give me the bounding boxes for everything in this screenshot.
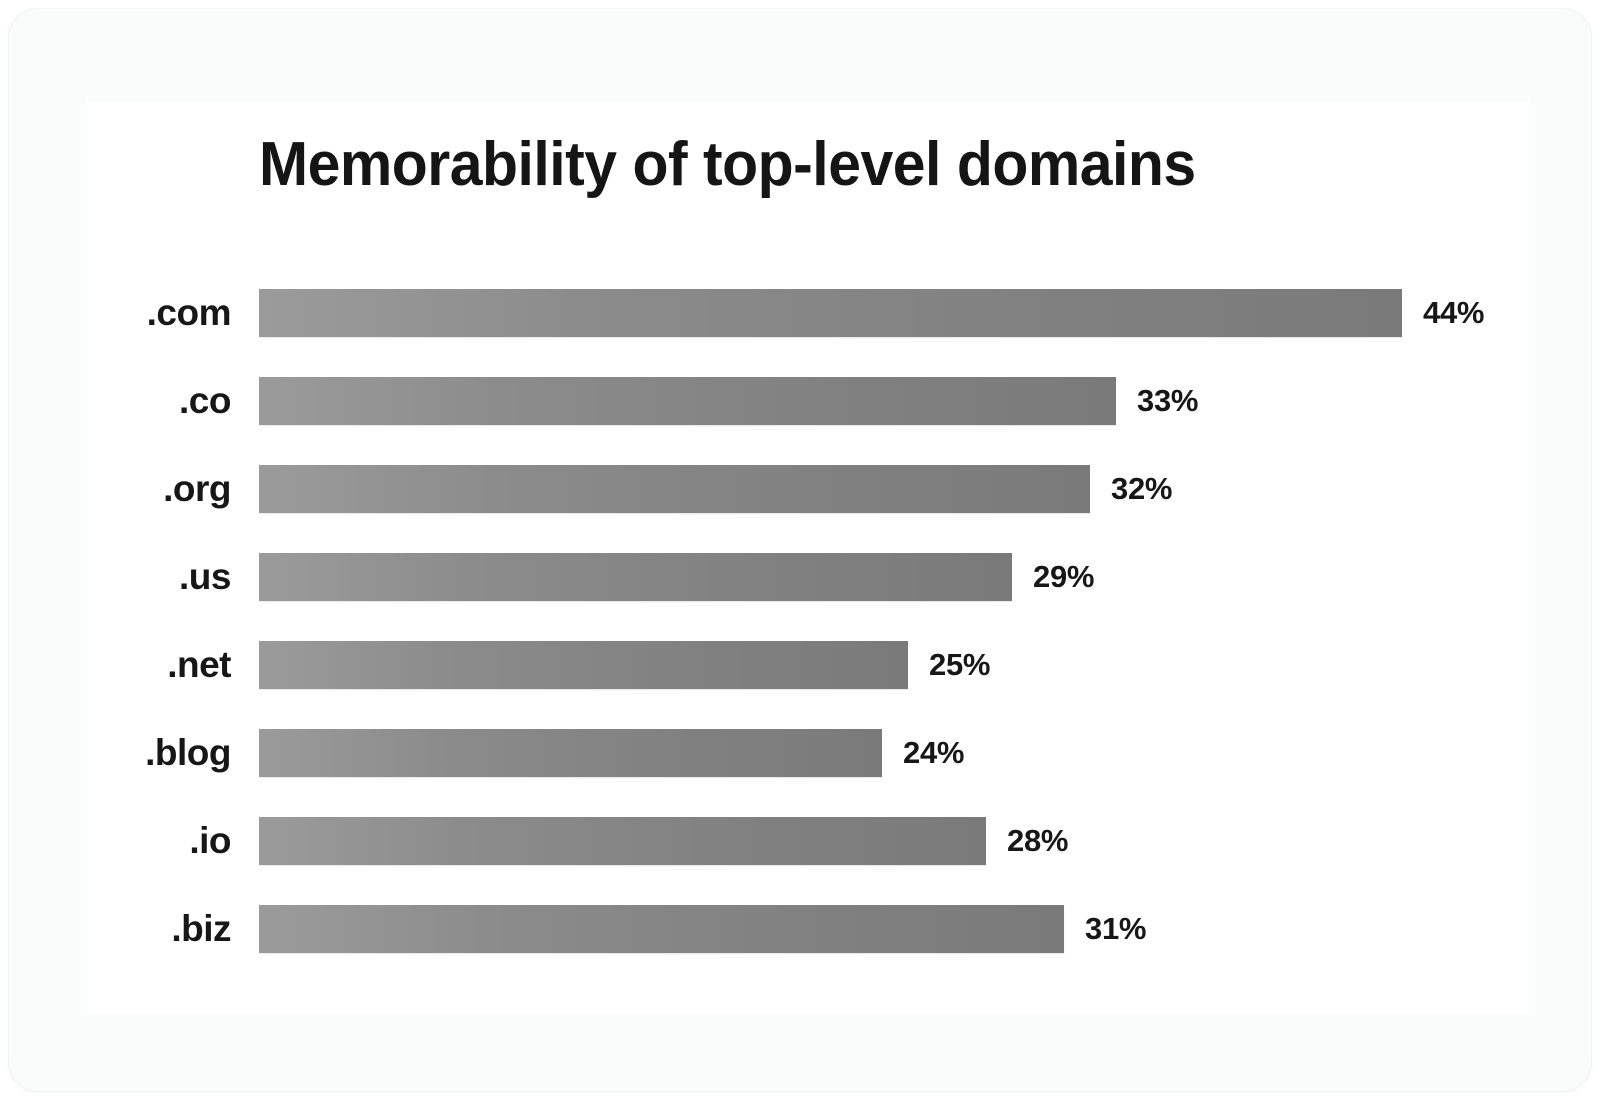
bar-track: 31% [259,885,1529,973]
bar-row: .io 28% [87,797,1529,885]
bar-value-label: 31% [1085,911,1147,946]
bar-track: 28% [259,797,1529,885]
bar-fill[interactable] [259,641,908,689]
bar-value-label: 28% [1007,823,1069,858]
bar-value-label: 32% [1111,471,1173,506]
chart-title: Memorability of top-level domains [259,130,1196,199]
bar-row: .com 44% [87,269,1529,357]
bar-row: .org 32% [87,445,1529,533]
bar-category-label: .org [163,468,231,509]
bar-fill[interactable] [259,729,882,777]
bar-category-label: .co [179,380,231,421]
bar-category-label: .blog [145,732,231,773]
bar-chart-plot-area: .com 44% .co 33% .org 32% .us 29% .net 25% .blog 24… [87,269,1529,989]
bar-track: 25% [259,621,1529,709]
bar-category-label: .us [179,556,231,597]
bar-track: 24% [259,709,1529,797]
bar-row: .us 29% [87,533,1529,621]
bar-category-label: .com [146,292,232,333]
bar-value-label: 25% [929,647,991,682]
bar-row: .net 25% [87,621,1529,709]
chart-card: Memorability of top-level domains .com 44… [87,101,1529,1014]
bar-track: 32% [259,445,1529,533]
bar-fill[interactable] [259,465,1090,513]
bar-row: .blog 24% [87,709,1529,797]
bar-category-label: .net [167,644,231,685]
bar-track: 44% [259,269,1529,357]
bar-category-label: .biz [171,908,231,949]
bar-value-label: 24% [903,735,965,770]
bar-track: 33% [259,357,1529,445]
bar-track: 29% [259,533,1529,621]
bar-fill[interactable] [259,377,1116,425]
outer-frame: Memorability of top-level domains .com 44… [8,8,1592,1092]
bar-value-label: 33% [1137,383,1199,418]
bar-row: .biz 31% [87,885,1529,973]
bar-fill[interactable] [259,553,1012,601]
bar-value-label: 44% [1423,295,1485,330]
bar-fill[interactable] [259,289,1402,337]
bar-value-label: 29% [1033,559,1095,594]
bar-category-label: .io [189,820,231,861]
bar-fill[interactable] [259,905,1064,953]
bar-row: .co 33% [87,357,1529,445]
bar-fill[interactable] [259,817,986,865]
